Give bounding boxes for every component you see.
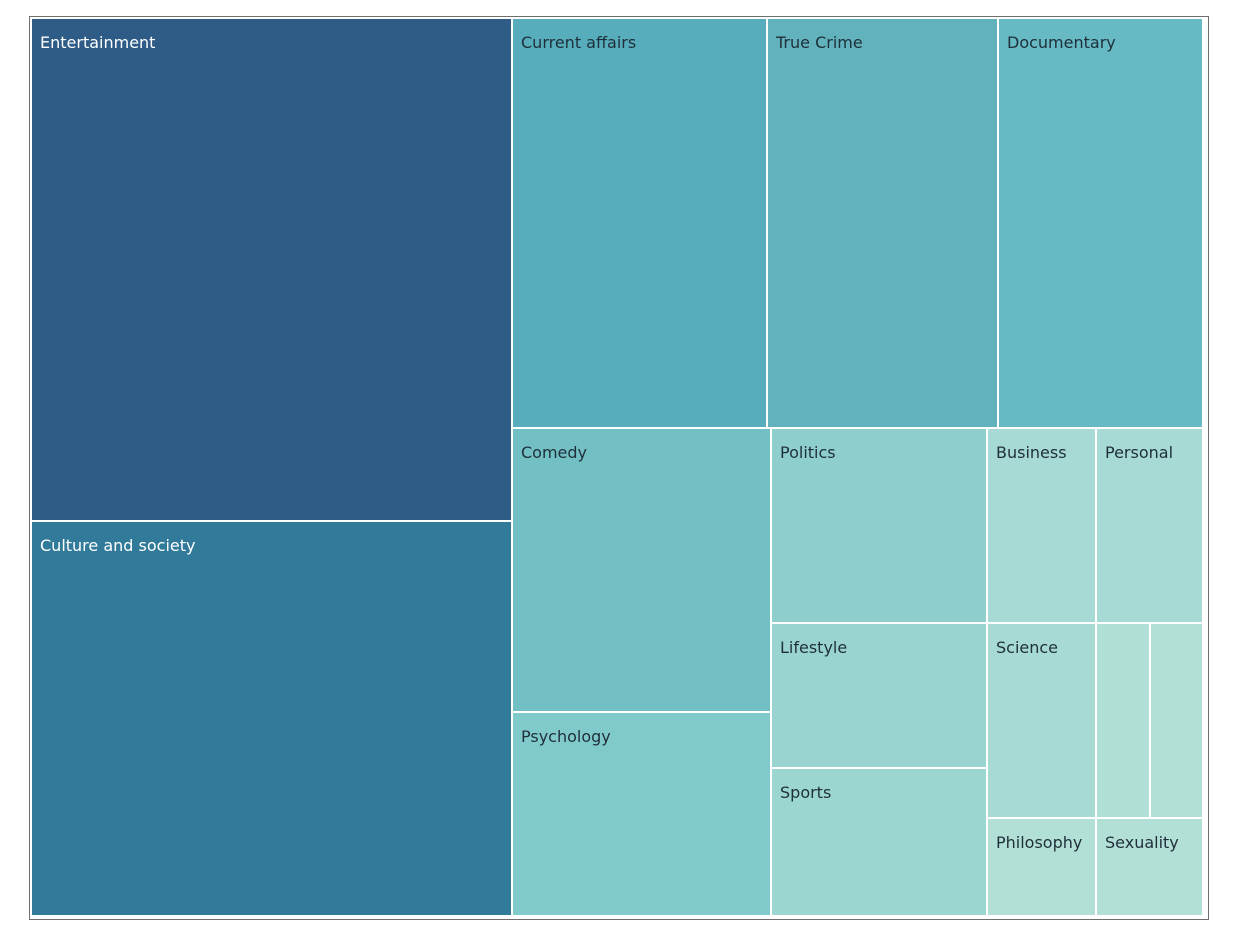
treemap-label: Business (996, 443, 1067, 462)
treemap-label: Entertainment (40, 33, 156, 52)
treemap-label: Lifestyle (780, 638, 848, 657)
treemap-cell-culture-and-society: Culture and society (32, 522, 513, 917)
treemap-cell-unlabeled-17 (1151, 624, 1204, 819)
treemap-label: Philosophy (996, 833, 1083, 852)
treemap-cell-entertainment: Entertainment (32, 19, 513, 522)
treemap-cell-lifestyle: Lifestyle (772, 624, 988, 769)
treemap-label: Politics (780, 443, 836, 462)
treemap-label: True Crime (776, 33, 863, 52)
treemap-cell-true-crime: True Crime (768, 19, 999, 429)
treemap-label: Documentary (1007, 33, 1116, 52)
treemap-cell-personal: Personal (1097, 429, 1204, 624)
treemap-frame: Entertainment Culture and society Current … (29, 16, 1209, 920)
treemap-cell-comedy: Comedy (513, 429, 772, 713)
treemap-cell-psychology: Psychology (513, 713, 772, 917)
treemap-label: Science (996, 638, 1059, 657)
treemap-cell-documentary: Documentary (999, 19, 1204, 429)
treemap-label: Comedy (521, 443, 588, 462)
treemap-label: Sexuality (1105, 833, 1179, 852)
treemap-cell-sexuality: Sexuality (1097, 819, 1204, 917)
treemap-cell-current-affairs: Current affairs (513, 19, 768, 429)
treemap-label: Culture and society (40, 536, 196, 555)
treemap-label: Personal (1105, 443, 1174, 462)
treemap-cell-sports: Sports (772, 769, 988, 917)
treemap-cell-unlabeled-16 (1097, 624, 1151, 819)
treemap-label: Current affairs (521, 33, 637, 52)
treemap-label: Psychology (521, 727, 611, 746)
treemap-label: Sports (780, 783, 832, 802)
treemap-cell-business: Business (988, 429, 1097, 624)
treemap-cell-politics: Politics (772, 429, 988, 624)
treemap-cell-science: Science (988, 624, 1097, 819)
treemap-chart: Entertainment Culture and society Current … (30, 17, 1210, 921)
treemap-cell-philosophy: Philosophy (988, 819, 1097, 917)
